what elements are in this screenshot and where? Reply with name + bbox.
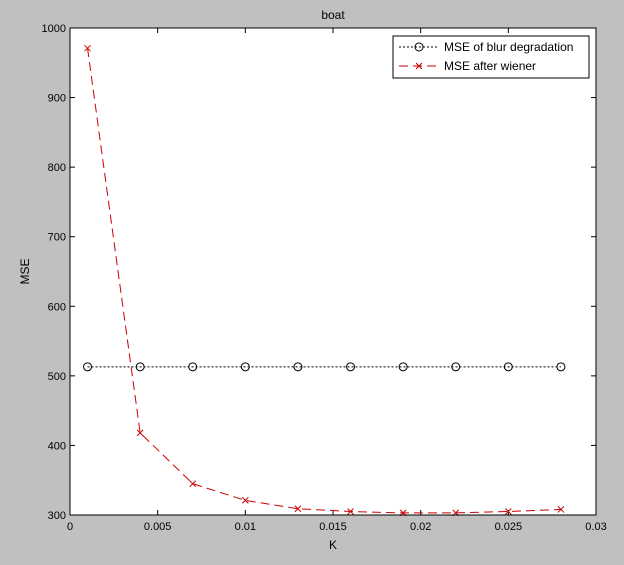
data-point-x xyxy=(189,480,197,488)
data-point-circle xyxy=(451,362,461,372)
y-tick-label: 500 xyxy=(48,371,66,383)
data-point-x xyxy=(294,505,302,513)
x-axis-title: K xyxy=(329,538,337,552)
legend-label: MSE of blur degradation xyxy=(444,40,573,54)
series-1 xyxy=(83,362,566,372)
data-point-circle xyxy=(240,362,250,372)
x-tick-label: 0.03 xyxy=(585,521,606,533)
y-tick-label: 900 xyxy=(48,93,66,105)
y-tick-label: 400 xyxy=(48,440,66,452)
y-tick-label: 1000 xyxy=(42,23,66,35)
data-point-circle xyxy=(346,362,356,372)
y-tick-label: 300 xyxy=(48,510,66,522)
data-point-circle xyxy=(293,362,303,372)
data-point-circle xyxy=(398,362,408,372)
x-tick-label: 0 xyxy=(67,521,73,533)
x-tick-label: 0.005 xyxy=(144,521,172,533)
y-axis-title: MSE xyxy=(18,258,32,284)
data-point-circle xyxy=(188,362,198,372)
legend-box xyxy=(392,35,590,79)
chart-title: boat xyxy=(321,8,345,22)
x-tick-label: 0.025 xyxy=(495,521,523,533)
data-point-circle xyxy=(414,42,424,52)
y-tick-label: 700 xyxy=(48,232,66,244)
data-point-x xyxy=(415,62,423,70)
legend: MSE of blur degradation MSE after wiener xyxy=(392,35,590,79)
legend-label: MSE after wiener xyxy=(444,59,536,73)
x-tick-label: 0.01 xyxy=(235,521,256,533)
data-point-circle xyxy=(556,362,566,372)
data-point-x xyxy=(347,508,354,515)
axes-background xyxy=(70,28,596,515)
x-tick-label: 0.015 xyxy=(319,521,347,533)
axes-frame xyxy=(69,27,597,516)
data-point-x xyxy=(241,497,249,504)
data-point-x xyxy=(84,44,91,52)
y-tick-label: 800 xyxy=(48,162,66,174)
y-tick-label: 600 xyxy=(48,301,66,313)
series-line xyxy=(87,48,561,514)
legend-entry-2: MSE after wiener xyxy=(399,59,536,73)
x-tick-label: 0.02 xyxy=(410,521,431,533)
data-point-circle xyxy=(503,362,513,372)
ticks: 0 0.005 0.01 0.015 0.02 0.025 0.03 300 400 500 600… xyxy=(42,23,607,533)
data-point-circle xyxy=(83,362,93,372)
data-point-x xyxy=(504,508,512,515)
legend-entries: MSE of blur degradation MSE after wiener xyxy=(399,40,573,73)
data-point-x xyxy=(136,429,144,437)
legend-entry-1: MSE of blur degradation xyxy=(399,40,573,54)
data-point-circle xyxy=(135,362,145,372)
data-point-x xyxy=(557,506,565,513)
